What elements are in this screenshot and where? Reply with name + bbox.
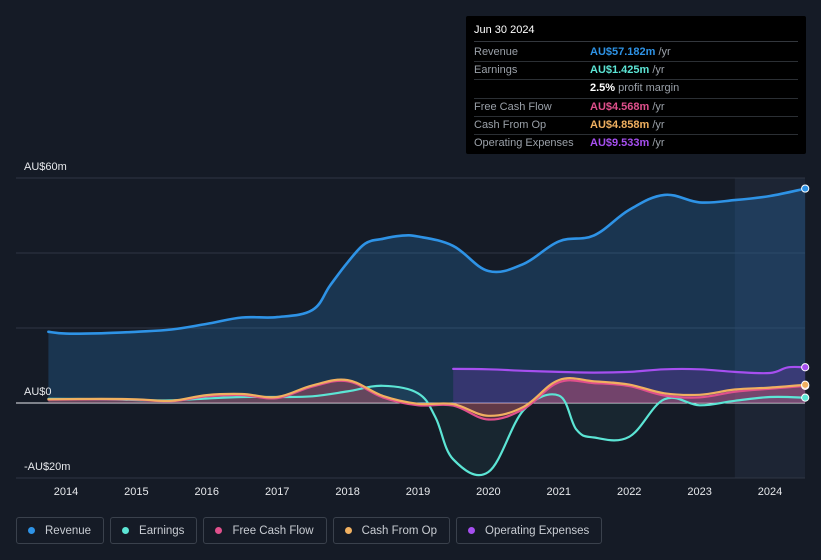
tooltip-row: Revenue AU$57.182m/yr (474, 44, 798, 63)
tooltip-row-label: Free Cash Flow (474, 100, 552, 113)
tooltip-row: Earnings AU$1.425m/yr (474, 62, 798, 81)
series-end-markers (801, 184, 810, 402)
legend-item-free-cash-flow[interactable]: Free Cash Flow (203, 517, 327, 544)
x-tick-label: 2016 (195, 486, 219, 498)
legend-dot-icon (215, 527, 223, 534)
legend-dot-icon (122, 527, 130, 534)
legend-dot-icon (468, 527, 476, 534)
earnings-end-marker (801, 393, 810, 402)
operating-expenses-line (452, 365, 807, 375)
legend-dot-icon (344, 527, 352, 534)
legend-item-revenue[interactable]: Revenue (16, 517, 105, 544)
legend-item-operating-expenses[interactable]: Operating Expenses (456, 517, 603, 544)
earnings-line (47, 384, 807, 477)
cash-from-op-line (47, 377, 807, 417)
revenue-line (47, 187, 807, 336)
x-tick-label: 2017 (265, 486, 289, 498)
chart-legend: Revenue Earnings Free Cash Flow Cash From O… (16, 517, 603, 544)
tooltip-row: Free Cash Flow AU$4.568m/yr (474, 99, 798, 117)
y-axis-labels: AU$60m AU$0 -AU$20m (24, 161, 70, 473)
series-lines (47, 187, 807, 477)
tooltip-row: Operating Expenses AU$9.533m/yr (474, 135, 798, 152)
data-tooltip: Jun 30 2024 Revenue AU$57.182m/yr Earnings… (466, 16, 806, 154)
tooltip-row-value: AU$4.858m (590, 118, 650, 131)
tooltip-row-label: Revenue (474, 46, 519, 58)
x-tick-label: 2015 (124, 486, 148, 498)
operating-expenses-end-marker (801, 363, 810, 372)
cash-from-op-area (48, 378, 806, 416)
tooltip-date: Jun 30 2024 (474, 24, 798, 42)
revenue-area (48, 188, 806, 403)
y-tick-label: -AU$20m (24, 461, 70, 473)
tooltip-row-unit: /yr (652, 118, 665, 131)
x-tick-label: 2021 (547, 486, 571, 498)
tooltip-row-unit: profit margin (618, 82, 680, 95)
legend-item-earnings[interactable]: Earnings (110, 517, 198, 544)
legend-dot-icon (28, 527, 35, 534)
legend-label: Operating Expenses (485, 524, 590, 537)
tooltip-row-value: AU$57.182m (590, 46, 656, 58)
legend-label: Earnings (139, 524, 185, 537)
tooltip-row-value: AU$9.533m (590, 136, 650, 149)
tooltip-rows: Revenue AU$57.182m/yr Earnings AU$1.425m/yr… (474, 44, 798, 152)
tooltip-row-label (474, 80, 590, 97)
tooltip-row-unit: /yr (652, 136, 665, 149)
tooltip-row-unit: /yr (658, 46, 671, 58)
tooltip-row-label: Operating Expenses (474, 136, 574, 149)
tooltip-row-value: AU$1.425m (590, 64, 650, 77)
tooltip-row-value: 2.5% (590, 82, 616, 95)
y-tick-label: AU$0 (24, 386, 52, 398)
legend-item-cash-from-op[interactable]: Cash From Op (332, 517, 451, 544)
legend-label: Cash From Op (361, 524, 438, 537)
free-cash-flow-area (48, 380, 806, 420)
tooltip-row: 2.5% profit margin (474, 80, 798, 99)
tooltip-row: Cash From Op AU$4.858m/yr (474, 117, 798, 135)
x-tick-label: 2022 (617, 486, 641, 498)
revenue-end-marker (801, 184, 810, 193)
earnings-area (48, 385, 806, 476)
x-tick-label: 2019 (406, 486, 430, 498)
x-tick-label: 2024 (758, 486, 782, 498)
x-tick-label: 2014 (54, 486, 78, 498)
grid-lines (16, 177, 805, 479)
tooltip-row-label: Cash From Op (474, 118, 547, 131)
tooltip-row-label: Earnings (474, 64, 518, 77)
y-tick-label: AU$60m (24, 161, 67, 173)
legend-label: Free Cash Flow (232, 524, 314, 537)
tooltip-row-value: AU$4.568m (590, 100, 650, 113)
x-tick-label: 2023 (687, 486, 711, 498)
x-axis-labels: 2014 2015 2016 2017 2018 2019 2020 2021 2022 2023… (54, 486, 782, 498)
tooltip-row-unit: /yr (652, 100, 665, 113)
x-tick-label: 2018 (335, 486, 359, 498)
tooltip-row-unit: /yr (652, 64, 665, 77)
cash-from-op-end-marker (801, 380, 810, 389)
x-tick-label: 2020 (476, 486, 500, 498)
legend-label: Revenue (45, 524, 92, 537)
